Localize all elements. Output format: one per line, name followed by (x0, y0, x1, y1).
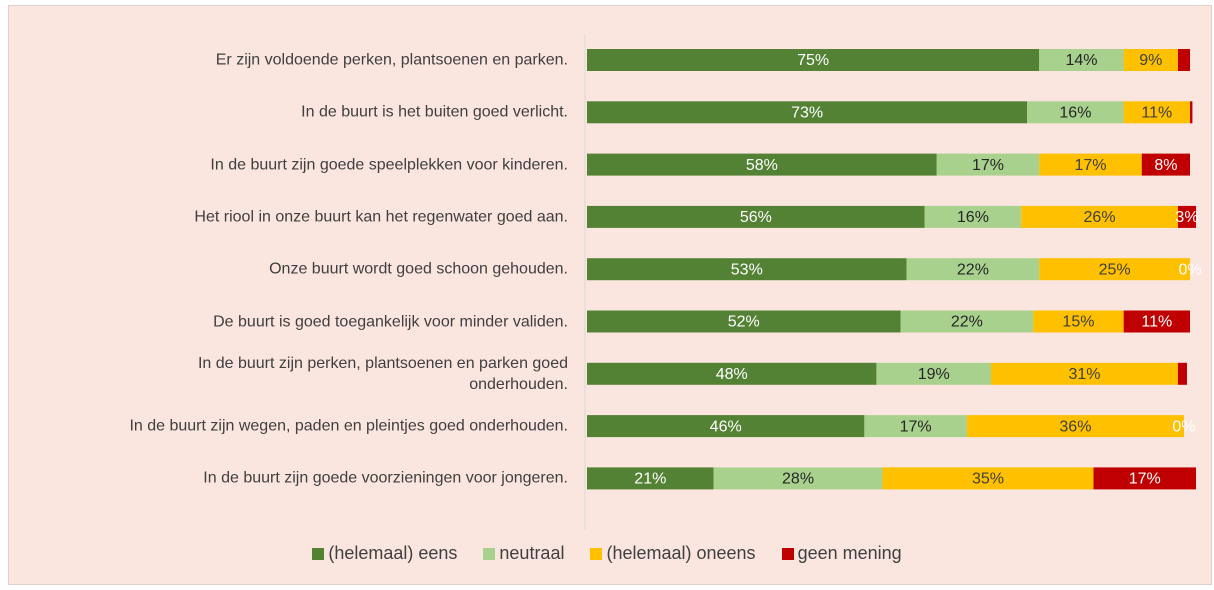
bar-segment (906, 258, 1040, 281)
bar-segment (900, 310, 1034, 333)
data-label: 17% (1074, 157, 1106, 174)
data-label: 36% (1059, 418, 1091, 435)
bar-segment (1039, 258, 1190, 281)
data-label: 16% (957, 209, 989, 226)
data-label: 15% (1062, 314, 1094, 331)
bar-segment (924, 205, 1022, 228)
data-label: 28% (782, 471, 814, 488)
category-label: In de buurt zijn goede voorzieningen voo… (203, 469, 568, 487)
data-label: 8% (1154, 157, 1177, 174)
category-label: De buurt is goed toegankelijk voor minde… (213, 313, 568, 330)
bar-segment (1093, 467, 1197, 490)
data-label: 11% (1141, 105, 1172, 122)
data-label: 17% (1129, 471, 1161, 488)
data-label: 75% (797, 52, 829, 69)
bar-segment (587, 205, 925, 228)
bar-segment (587, 101, 1028, 124)
bar-segment (713, 467, 883, 490)
bar-segment (991, 362, 1178, 385)
legend-label: geen mening (797, 543, 902, 563)
data-label: 0% (1178, 261, 1201, 278)
bar-segment (1033, 310, 1124, 333)
data-label: 52% (728, 314, 760, 331)
data-label: 58% (746, 157, 778, 174)
data-label: 3% (1175, 209, 1198, 226)
data-label: 21% (634, 471, 666, 488)
bar-segment (587, 362, 877, 385)
data-label: 9% (1139, 52, 1162, 69)
category-label: Onze buurt wordt goed schoon gehouden. (269, 260, 568, 278)
bar-segment (1039, 49, 1124, 71)
bar-segment (1123, 101, 1190, 124)
category-label: Er zijn voldoende perken, plantsoenen en… (215, 51, 568, 69)
bar-segment (1123, 49, 1178, 71)
bar-segment (587, 49, 1040, 71)
bar-segment (882, 467, 1094, 490)
data-label: 26% (1084, 209, 1116, 226)
bar-segment (1027, 101, 1124, 124)
legend-label: neutraal (499, 543, 565, 563)
data-label: 56% (740, 209, 772, 226)
bar-segment (587, 467, 714, 490)
bar-segment (587, 153, 937, 176)
bar-segment (1039, 153, 1142, 176)
bar-segment (1177, 205, 1197, 228)
category-label: In de buurt zijn perken, plantsoenen en … (197, 354, 568, 393)
data-label: 19% (918, 366, 950, 383)
bar-segment (1123, 310, 1190, 333)
bar-segment (966, 415, 1184, 438)
bar-segment (1190, 101, 1193, 124)
data-label: 25% (1099, 261, 1131, 278)
legend-label: (helemaal) oneens (606, 543, 756, 563)
bar-segment (864, 415, 967, 438)
data-label: 73% (791, 105, 823, 122)
data-label: 0% (1172, 418, 1195, 435)
legend-swatch (483, 547, 496, 560)
category-label: In de buurt is het buiten goed verlicht. (301, 103, 568, 121)
bar-segment (1177, 49, 1190, 71)
bar-segment (587, 310, 901, 333)
category-label: In de buurt zijn wegen, paden en pleintj… (129, 417, 568, 435)
bar-segment (1177, 362, 1187, 385)
data-label: 53% (731, 261, 763, 278)
data-label: 35% (972, 471, 1004, 488)
bar-segment (1021, 205, 1178, 228)
data-label: 48% (716, 366, 748, 383)
bar-segment (1141, 153, 1190, 176)
legend: (helemaal) eens neutraal (helemaal) oneens… (0, 543, 1214, 564)
legend-swatch (781, 547, 794, 560)
data-label: 46% (710, 418, 742, 435)
data-label: 31% (1068, 366, 1100, 383)
data-label: 17% (972, 157, 1004, 174)
legend-item: (helemaal) oneens (590, 543, 756, 564)
bar-segment (936, 153, 1040, 176)
bar-segment (876, 362, 992, 385)
data-label: 17% (900, 418, 932, 435)
data-label: 22% (951, 314, 983, 331)
data-label: 11% (1141, 314, 1172, 331)
bar-segment (587, 415, 865, 438)
data-label: 22% (957, 261, 989, 278)
legend-swatch (312, 547, 325, 560)
legend-label: (helemaal) eens (328, 543, 458, 563)
legend-item: neutraal (483, 543, 564, 564)
bar-segment (587, 258, 907, 281)
legend-item: (helemaal) eens (312, 543, 457, 564)
category-label: In de buurt zijn goede speelplekken voor… (210, 156, 568, 174)
legend-item: geen mening (781, 543, 902, 564)
category-label: Het riool in onze buurt kan het regenwat… (194, 208, 568, 226)
data-label: 16% (1059, 105, 1091, 122)
legend-swatch (590, 547, 603, 560)
data-label: 14% (1065, 52, 1097, 69)
